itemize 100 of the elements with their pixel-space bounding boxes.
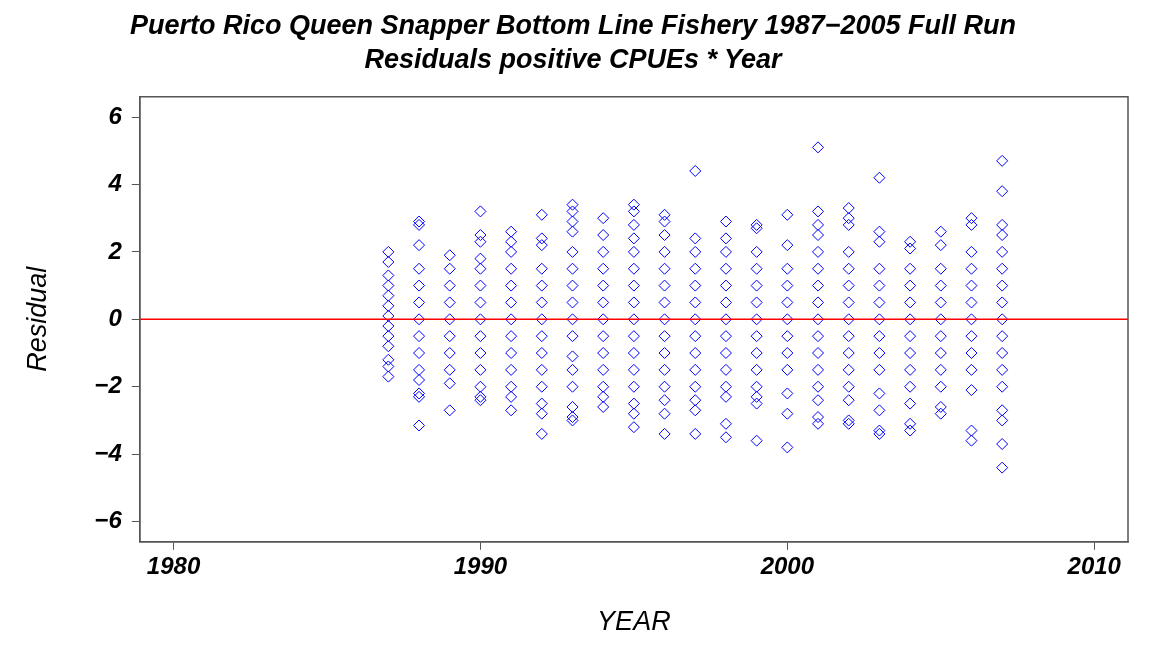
- point: [812, 205, 825, 218]
- point: [873, 347, 886, 360]
- point: [658, 427, 671, 440]
- point: [566, 296, 579, 309]
- point: [474, 262, 487, 275]
- point: [658, 208, 671, 221]
- point: [566, 330, 579, 343]
- point: [689, 232, 702, 245]
- point: [597, 229, 610, 242]
- point: [597, 279, 610, 292]
- point: [382, 309, 395, 322]
- point: [535, 279, 548, 292]
- point: [627, 296, 640, 309]
- point: [689, 380, 702, 393]
- point: [505, 225, 518, 238]
- point: [750, 397, 763, 410]
- point: [719, 313, 732, 326]
- point: [474, 394, 487, 407]
- point: [689, 427, 702, 440]
- point: [812, 218, 825, 231]
- point: [719, 296, 732, 309]
- y-tick-label: 4: [107, 169, 122, 197]
- point: [842, 262, 855, 275]
- point: [904, 330, 917, 343]
- point: [443, 262, 456, 275]
- point: [873, 330, 886, 343]
- point: [658, 279, 671, 292]
- point: [750, 262, 763, 275]
- point: [781, 208, 794, 221]
- point: [781, 239, 794, 252]
- point: [566, 245, 579, 258]
- point: [382, 279, 395, 292]
- point: [842, 330, 855, 343]
- point: [382, 330, 395, 343]
- point: [904, 397, 917, 410]
- point: [904, 296, 917, 309]
- point: [750, 296, 763, 309]
- point: [904, 417, 917, 430]
- point: [505, 404, 518, 417]
- point: [965, 245, 978, 258]
- point: [627, 421, 640, 434]
- point: [934, 400, 947, 413]
- point: [904, 279, 917, 292]
- point: [996, 245, 1009, 258]
- point: [627, 198, 640, 211]
- point: [842, 279, 855, 292]
- point: [443, 296, 456, 309]
- point: [719, 390, 732, 403]
- point: [658, 407, 671, 420]
- point: [996, 438, 1009, 451]
- point: [474, 380, 487, 393]
- x-axis-title: YEAR: [597, 606, 671, 637]
- point: [750, 279, 763, 292]
- point: [658, 245, 671, 258]
- point: [505, 313, 518, 326]
- chart-subtitle: Residuals positive CPUEs * Year: [364, 44, 784, 75]
- point: [627, 262, 640, 275]
- point: [597, 245, 610, 258]
- point: [474, 205, 487, 218]
- point: [689, 330, 702, 343]
- point: [566, 380, 579, 393]
- point: [842, 380, 855, 393]
- y-tick-label: −4: [94, 438, 122, 466]
- point: [965, 212, 978, 225]
- point: [535, 363, 548, 376]
- point: [566, 279, 579, 292]
- point: [443, 330, 456, 343]
- point: [719, 431, 732, 444]
- point: [413, 373, 426, 386]
- point: [842, 363, 855, 376]
- point: [750, 434, 763, 447]
- point: [443, 313, 456, 326]
- point: [873, 296, 886, 309]
- point: [505, 363, 518, 376]
- point: [719, 417, 732, 430]
- point: [658, 380, 671, 393]
- point: [934, 363, 947, 376]
- point: [689, 347, 702, 360]
- point: [996, 218, 1009, 231]
- point: [505, 262, 518, 275]
- point: [996, 229, 1009, 242]
- point: [934, 330, 947, 343]
- point: [505, 330, 518, 343]
- point: [474, 252, 487, 265]
- point: [535, 239, 548, 252]
- point: [597, 380, 610, 393]
- y-tick-label: 2: [107, 236, 123, 264]
- point: [781, 262, 794, 275]
- point: [873, 225, 886, 238]
- point: [474, 313, 487, 326]
- point: [965, 384, 978, 397]
- point: [812, 363, 825, 376]
- point: [597, 296, 610, 309]
- point: [505, 296, 518, 309]
- point: [934, 347, 947, 360]
- point: [658, 394, 671, 407]
- point: [996, 330, 1009, 343]
- point: [965, 262, 978, 275]
- point: [505, 279, 518, 292]
- point: [566, 313, 579, 326]
